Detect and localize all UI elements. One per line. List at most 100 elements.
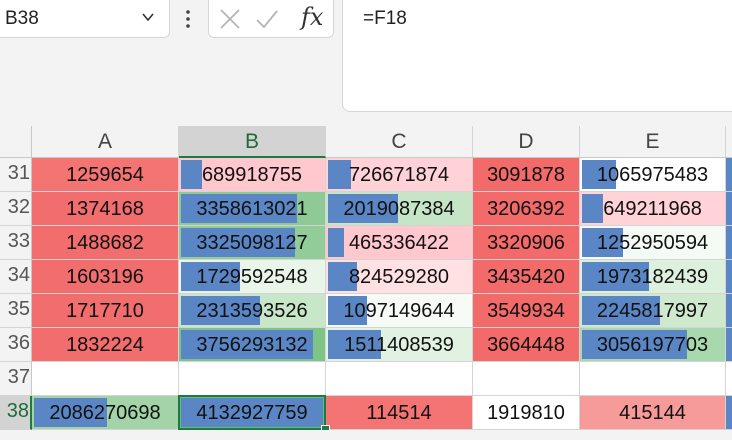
cell-e37[interactable] [580, 362, 726, 396]
data-bar [582, 228, 623, 257]
row-header-37[interactable]: 37 [0, 362, 32, 396]
column-header-a[interactable]: A [32, 126, 179, 158]
cell-b38[interactable]: 4132927759 [179, 396, 326, 430]
chevron-down-icon[interactable] [141, 10, 155, 24]
data-bar [328, 160, 351, 189]
row-header-32[interactable]: 32 [0, 192, 32, 226]
cell-next-column[interactable] [726, 362, 732, 396]
cell-value: 1919810 [487, 402, 565, 424]
cell-value: 824529280 [348, 266, 450, 288]
cell-value: 1717710 [66, 300, 144, 322]
cell-e34[interactable]: 1973182439 [580, 260, 726, 294]
row-header-31[interactable]: 31 [0, 158, 32, 192]
cell-e32[interactable]: 649211968 [580, 192, 726, 226]
data-bar [34, 398, 107, 427]
cell-a33[interactable]: 1488682 [32, 226, 179, 260]
cell-a34[interactable]: 1603196 [32, 260, 179, 294]
data-bar [328, 228, 344, 257]
formula-text[interactable]: =F18 [363, 8, 407, 29]
select-all-corner[interactable] [0, 126, 32, 158]
column-header-b[interactable]: B [179, 126, 326, 158]
cell-b37[interactable] [179, 362, 326, 396]
column-header-next[interactable] [726, 126, 732, 158]
cell-value: 1259654 [66, 164, 144, 186]
cell-d32[interactable]: 3206392 [473, 192, 580, 226]
cell-b36[interactable]: 3756293132 [179, 328, 326, 362]
cell-value: 465336422 [348, 232, 450, 254]
cell-b31[interactable]: 689918755 [179, 158, 326, 192]
row-header-38[interactable]: 38 [0, 396, 32, 430]
cell-a37[interactable] [32, 362, 179, 396]
cell-next-column[interactable] [726, 226, 732, 260]
data-bar [181, 398, 323, 427]
cell-d35[interactable]: 3549934 [473, 294, 580, 328]
insert-function-icon[interactable]: fx [301, 3, 324, 31]
cell-a38[interactable]: 2086270698 [32, 396, 179, 430]
row-header-36[interactable]: 36 [0, 328, 32, 362]
cell-value: 3549934 [487, 300, 565, 322]
data-bar [328, 194, 398, 223]
cell-b32[interactable]: 3358613021 [179, 192, 326, 226]
row-header-33[interactable]: 33 [0, 226, 32, 260]
cell-next-column[interactable] [726, 158, 732, 192]
cell-next-column[interactable] [726, 260, 732, 294]
cell-e35[interactable]: 2245817997 [580, 294, 726, 328]
enter-check-icon[interactable] [255, 8, 279, 30]
cell-e33[interactable]: 1252950594 [580, 226, 726, 260]
cell-value: 1603196 [66, 266, 144, 288]
cell-d37[interactable] [473, 362, 580, 396]
cell-a32[interactable]: 1374168 [32, 192, 179, 226]
cell-c32[interactable]: 2019087384 [326, 192, 473, 226]
name-box-value[interactable]: B38 [5, 8, 39, 29]
column-header-d[interactable]: D [473, 126, 580, 158]
cell-b34[interactable]: 1729592548 [179, 260, 326, 294]
name-box[interactable]: B38 [0, 0, 170, 38]
cell-next-column[interactable] [726, 294, 732, 328]
cell-value: 1832224 [66, 334, 144, 356]
cell-d38[interactable]: 1919810 [473, 396, 580, 430]
cell-value: 1973182439 [596, 266, 709, 288]
formula-input[interactable]: =F18 [342, 0, 732, 112]
cell-d31[interactable]: 3091878 [473, 158, 580, 192]
row-number: 35 [7, 298, 30, 320]
cell-c33[interactable]: 465336422 [326, 226, 473, 260]
cell-next-column[interactable] [726, 328, 732, 362]
cell-value: 3756293132 [196, 334, 308, 356]
more-options-icon[interactable] [183, 8, 193, 30]
cell-next-column[interactable] [726, 192, 732, 226]
row-number: 37 [7, 366, 30, 388]
cell-d33[interactable]: 3320906 [473, 226, 580, 260]
cell-a35[interactable]: 1717710 [32, 294, 179, 328]
row-header-34[interactable]: 34 [0, 260, 32, 294]
cell-d34[interactable]: 3435420 [473, 260, 580, 294]
cell-value: 3325098127 [196, 232, 308, 254]
cell-c34[interactable]: 824529280 [326, 260, 473, 294]
data-bar [582, 194, 603, 223]
cell-c36[interactable]: 1511408539 [326, 328, 473, 362]
cell-c37[interactable] [326, 362, 473, 396]
cancel-icon[interactable] [219, 8, 241, 30]
column-header-e[interactable]: E [580, 126, 726, 158]
cell-c38[interactable]: 114514 [326, 396, 473, 430]
cell-value: 649211968 [603, 198, 702, 220]
row-header-35[interactable]: 35 [0, 294, 32, 328]
cell-d36[interactable]: 3664448 [473, 328, 580, 362]
cell-a36[interactable]: 1832224 [32, 328, 179, 362]
cell-e31[interactable]: 1065975483 [580, 158, 726, 192]
data-bar [582, 330, 687, 359]
data-bar [181, 330, 313, 359]
cell-value: 726671874 [348, 164, 450, 186]
cell-c35[interactable]: 1097149644 [326, 294, 473, 328]
cell-next-column[interactable] [726, 396, 732, 430]
column-header-c[interactable]: C [326, 126, 473, 158]
cell-e36[interactable]: 3056197703 [580, 328, 726, 362]
cell-e38[interactable]: 415144 [580, 396, 726, 430]
data-bar [181, 262, 240, 291]
cell-value: 3091878 [487, 164, 565, 186]
data-bar [582, 296, 660, 325]
cell-b33[interactable]: 3325098127 [179, 226, 326, 260]
cell-a31[interactable]: 1259654 [32, 158, 179, 192]
cell-b35[interactable]: 2313593526 [179, 294, 326, 328]
cell-c31[interactable]: 726671874 [326, 158, 473, 192]
cell-value: 2313593526 [196, 300, 308, 322]
